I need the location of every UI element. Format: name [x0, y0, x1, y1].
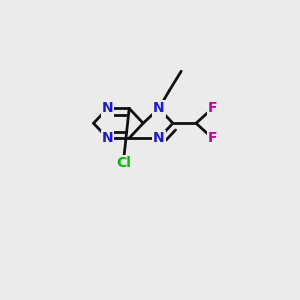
Text: N: N [153, 101, 165, 116]
Text: N: N [102, 101, 113, 116]
Text: F: F [208, 131, 217, 145]
Text: N: N [153, 131, 165, 145]
Text: Cl: Cl [116, 156, 131, 170]
Text: N: N [102, 131, 113, 145]
Text: F: F [208, 101, 217, 116]
